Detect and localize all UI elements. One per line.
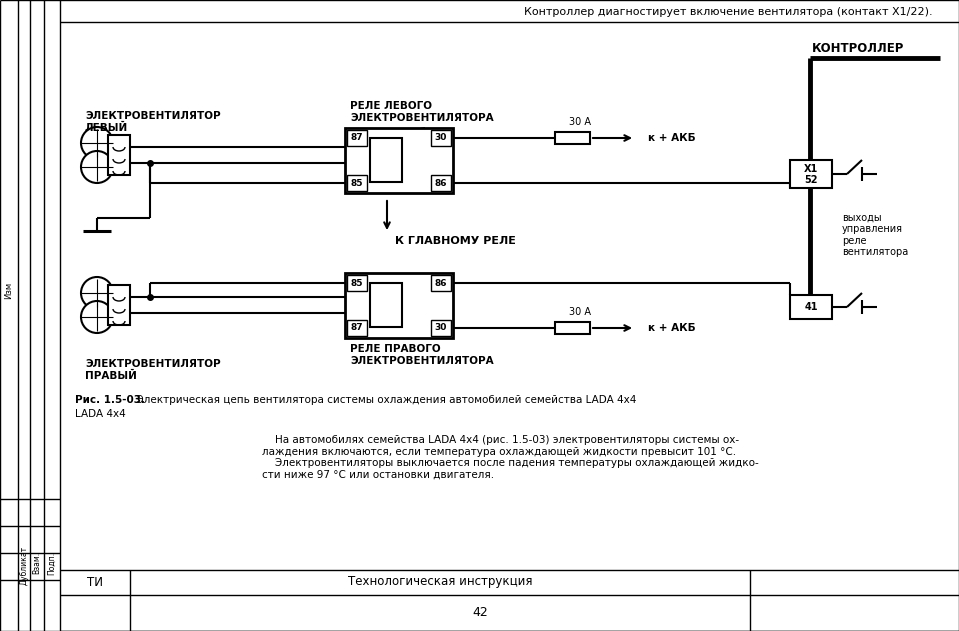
- Text: 85: 85: [351, 278, 363, 288]
- Text: 41: 41: [805, 302, 818, 312]
- Text: Контроллер диагностирует включение вентилятора (контакт Х1/22).: Контроллер диагностирует включение венти…: [510, 7, 932, 17]
- Bar: [431, 175, 451, 191]
- Text: к + АКБ: к + АКБ: [648, 133, 695, 143]
- Bar: [347, 175, 367, 191]
- Text: к + АКБ: к + АКБ: [648, 323, 695, 333]
- Bar: [108, 135, 130, 175]
- Text: 30 А: 30 А: [569, 307, 591, 317]
- Bar: [555, 132, 590, 144]
- Bar: [370, 138, 402, 182]
- Text: КОНТРОЛЛЕР: КОНТРОЛЛЕР: [812, 42, 904, 54]
- Text: ЭЛЕКТРОВЕНТИЛЯТОР
ПРАВЫЙ: ЭЛЕКТРОВЕНТИЛЯТОР ПРАВЫЙ: [85, 359, 221, 381]
- Text: LADA 4x4: LADA 4x4: [75, 409, 126, 419]
- Text: Дубликат: Дубликат: [19, 545, 29, 584]
- Circle shape: [81, 127, 113, 159]
- Bar: [347, 130, 367, 146]
- Text: 85: 85: [351, 179, 363, 187]
- Bar: [431, 275, 451, 291]
- Text: Технологическая инструкция: Технологическая инструкция: [348, 575, 532, 589]
- Bar: [345, 128, 453, 193]
- Text: ЭЛЕКТРОВЕНТИЛЯТОР
ЛЕВЫЙ: ЭЛЕКТРОВЕНТИЛЯТОР ЛЕВЫЙ: [85, 111, 221, 133]
- Circle shape: [81, 301, 113, 333]
- Circle shape: [81, 277, 113, 309]
- Text: 30: 30: [434, 134, 447, 143]
- Bar: [347, 320, 367, 336]
- Text: 87: 87: [351, 324, 363, 333]
- Text: Электрическая цепь вентилятора системы охлаждения автомобилей семейства LADA 4x4: Электрическая цепь вентилятора системы о…: [130, 395, 637, 405]
- Bar: [431, 130, 451, 146]
- Text: ТИ: ТИ: [87, 575, 103, 589]
- Text: Рис. 1.5-03.: Рис. 1.5-03.: [75, 395, 145, 405]
- Bar: [555, 322, 590, 334]
- Text: 52: 52: [805, 175, 818, 185]
- Text: X1: X1: [804, 164, 818, 174]
- Circle shape: [81, 151, 113, 183]
- Bar: [108, 285, 130, 325]
- Text: Взам.: Взам.: [33, 552, 41, 574]
- Bar: [347, 275, 367, 291]
- Bar: [790, 160, 832, 188]
- Text: К ГЛАВНОМУ РЕЛЕ: К ГЛАВНОМУ РЕЛЕ: [395, 236, 516, 246]
- Text: 42: 42: [472, 606, 488, 620]
- Text: 30: 30: [434, 324, 447, 333]
- Text: РЕЛЕ ПРАВОГО
ЭЛЕКТРОВЕНТИЛЯТОРА: РЕЛЕ ПРАВОГО ЭЛЕКТРОВЕНТИЛЯТОРА: [350, 344, 494, 366]
- Bar: [345, 273, 453, 338]
- Bar: [370, 283, 402, 327]
- Text: Изм: Изм: [5, 281, 13, 298]
- Text: РЕЛЕ ЛЕВОГО
ЭЛЕКТРОВЕНТИЛЯТОРА: РЕЛЕ ЛЕВОГО ЭЛЕКТРОВЕНТИЛЯТОРА: [350, 101, 494, 123]
- Text: 86: 86: [434, 278, 447, 288]
- Bar: [790, 295, 832, 319]
- Text: выходы
управления
реле
вентилятора: выходы управления реле вентилятора: [842, 213, 908, 257]
- Bar: [431, 320, 451, 336]
- Text: 87: 87: [351, 134, 363, 143]
- Text: 30 А: 30 А: [569, 117, 591, 127]
- Text: 86: 86: [434, 179, 447, 187]
- Text: Подп.: Подп.: [48, 551, 57, 575]
- Text: На автомобилях семейства LADA 4x4 (рис. 1.5-03) электровентиляторы системы ох-
л: На автомобилях семейства LADA 4x4 (рис. …: [262, 435, 759, 480]
